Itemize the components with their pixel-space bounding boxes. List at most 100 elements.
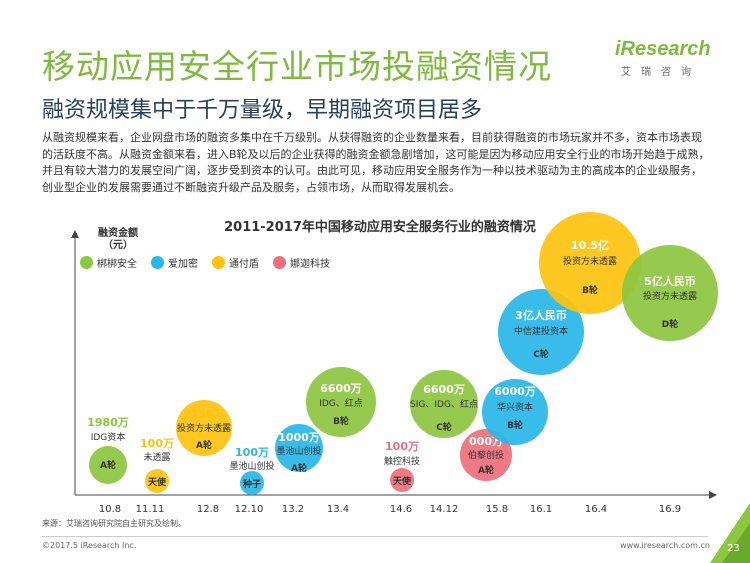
x-tick-label: 14.6 [390, 504, 412, 515]
y-axis-label: 融资金额（元） [98, 228, 138, 251]
x-axis-arrow [709, 491, 717, 499]
corner-decoration [710, 503, 750, 563]
bubble-investor-label: SIG、IDG、红点 [410, 398, 478, 410]
bubble-circle [498, 289, 584, 375]
chart-legend: 梆梆安全 爱加密 通付盾 娜迦科技 [80, 255, 344, 270]
footer-divider [42, 536, 708, 537]
y-axis-arrow [71, 230, 79, 238]
bubble-circle [460, 429, 512, 481]
bubble-round-label: C轮 [533, 348, 549, 360]
bubble-circle [482, 379, 548, 445]
legend-item: 爱加密 [151, 255, 198, 270]
bubble-investor-label: 中信建投资本 [514, 325, 568, 337]
bubble-round-label: 天使 [148, 476, 167, 488]
bubble-investor-label: 投资方未透露 [643, 290, 697, 302]
bubble-amount-label: 3亿人民币 [515, 308, 567, 322]
bubble-circle [306, 367, 376, 437]
body-paragraph: 从融资规模来看，企业网盘市场的融资多集中在千万级别。从获得融资的企业数量来看，目… [42, 131, 710, 194]
bubble-amount-label: 10.5亿 [571, 238, 609, 252]
x-tick-label: 13.4 [327, 504, 349, 515]
bubble-investor-label: IDG、红点 [319, 397, 363, 409]
bubble-circle [176, 400, 232, 456]
bubble-investor-label: 触控科技 [384, 455, 420, 467]
bubble-amount-label: 6600万 [423, 383, 465, 396]
bubble-round-label: B轮 [333, 415, 349, 427]
bubble-investor-label: 华兴资本 [497, 401, 533, 413]
legend-item: 娜迦科技 [273, 255, 330, 270]
x-tick-label: 12.8 [197, 504, 219, 515]
source-note: 来源：艾瑞咨询研究院自主研究及绘制。 [42, 519, 186, 528]
logo-wordmark: iResearch [615, 38, 711, 60]
bubble-round-label: B轮 [507, 419, 523, 431]
bubble-amount-label: 100万 [235, 446, 269, 459]
bubble-circle [240, 471, 264, 495]
bubble-circle [410, 370, 478, 438]
chart-axes [71, 230, 717, 499]
bubble-circle [275, 424, 323, 472]
bubble-investor-label: 投资方未透露 [177, 422, 231, 434]
legend-label: 梆梆安全 [97, 259, 137, 270]
bubble-amount-label: 6000万 [494, 385, 536, 398]
website-url: www.iresearch.com.cn [620, 541, 710, 550]
bubble-amount-label: 5亿人民币 [644, 274, 696, 288]
bubble-investor-label: 墨池山创投 [229, 460, 274, 472]
bubble-circle [145, 469, 169, 493]
bubble: 6600万 SIG、IDG、红点 C轮 [410, 370, 478, 438]
bubble-amount-label: 1980万 [87, 416, 129, 429]
copyright: ©2017.5 iResearch Inc. [42, 541, 137, 550]
page-number: 23 [727, 543, 740, 554]
bubble: 6600万 IDG、红点 B轮 [306, 367, 376, 437]
page-subtitle: 融资规模集中于千万量级，早期融资项目居多 [42, 98, 483, 123]
bubble-round-label: 种子 [242, 478, 261, 490]
x-tick-label: 10.8 [99, 504, 121, 515]
legend-item: 梆梆安全 [80, 255, 137, 270]
bubble-amount-label: 2150万 [183, 408, 225, 421]
bubble-investor-label: 墨池山创投 [276, 445, 321, 457]
legend-label: 通付盾 [229, 259, 259, 270]
bubble-investor-label: 投资方未透露 [563, 255, 617, 267]
x-tick-label: 16.1 [530, 504, 552, 515]
logo-subtitle: 艾瑞咨询 [621, 67, 701, 78]
bubble-amount-label: 100万 [140, 437, 174, 450]
bubble-round-label: 天使 [393, 475, 412, 487]
x-tick-label: 14.12 [430, 504, 459, 515]
iresearch-logo: iResearch 艾瑞咨询 [615, 38, 715, 78]
legend-swatch [273, 256, 286, 269]
x-tick-label: 15.8 [486, 504, 508, 515]
bubble-amount-label: 100万 [385, 440, 419, 453]
bubble-round-label: C轮 [436, 421, 452, 433]
bubble-amount-label: 1000万 [278, 431, 320, 444]
x-tick-label: 16.9 [659, 504, 681, 515]
x-tick-label: 12.10 [235, 504, 264, 515]
legend-swatch [212, 256, 225, 269]
bubble-circle [89, 446, 127, 484]
legend-label: 爱加密 [168, 259, 198, 270]
legend-swatch [80, 256, 93, 269]
bubble-circle [622, 245, 718, 341]
bubble-round-label: D轮 [662, 318, 678, 330]
page-title: 移动应用安全行业市场投融资情况 [42, 47, 552, 86]
chart-title: 2011-2017年中国移动应用安全服务行业的融资情况 [224, 220, 536, 235]
bubble-round-label: A轮 [100, 459, 116, 471]
legend-swatch [151, 256, 164, 269]
legend-label: 娜迦科技 [290, 259, 330, 270]
bubble: 1980万 IDG资本 A轮 [87, 416, 129, 484]
bubble-amount-label: 6600万 [320, 382, 362, 395]
x-tick-labels: 10.8 11.11 12.8 12.10 13.2 13.4 14.6 14.12 15.8 1… [99, 504, 681, 515]
bubble-circle [390, 468, 414, 492]
bubble-investor-label: 伯藜创投 [468, 449, 504, 461]
bubble-amount-label: 000万 [469, 435, 503, 448]
bubble-round-label: A轮 [291, 462, 307, 474]
x-tick-label: 13.2 [282, 504, 304, 515]
bubble-round-label: A轮 [196, 439, 212, 451]
bubble-investor-label: 未透露 [143, 451, 170, 463]
